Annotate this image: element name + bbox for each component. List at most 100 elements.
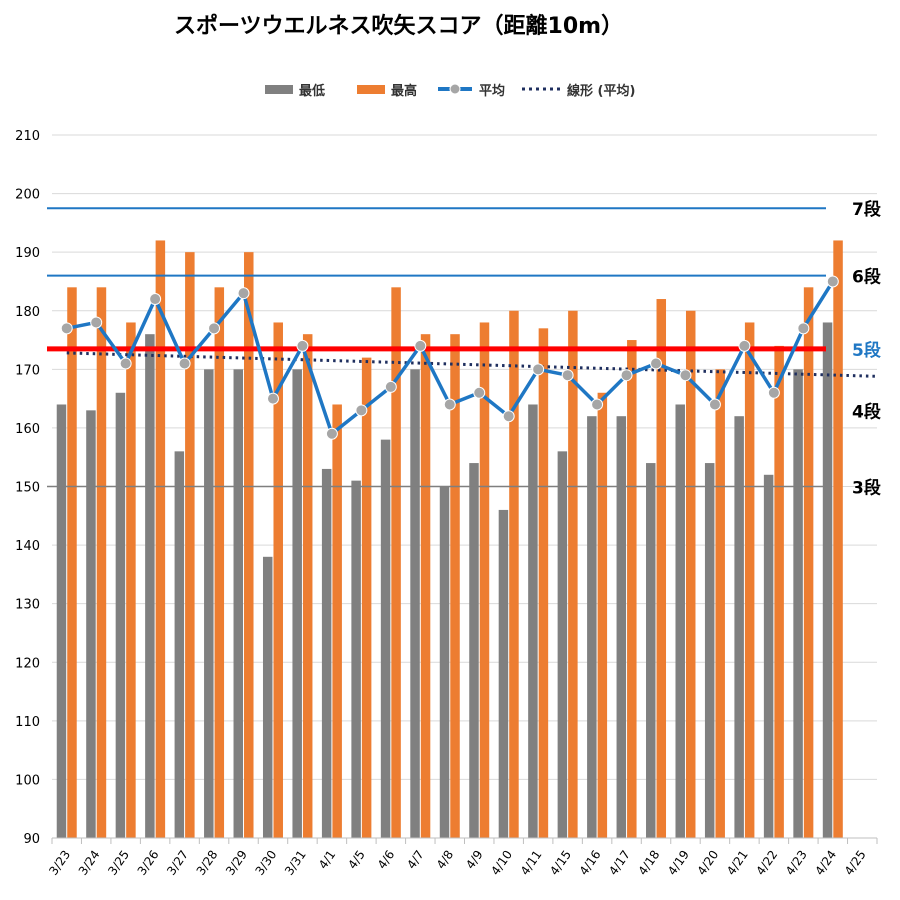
average-point-4/21: [738, 339, 751, 352]
bar-max-4/5: [361, 357, 372, 838]
bar-max-3/26: [155, 240, 166, 838]
bar-max-4/10: [509, 310, 519, 838]
average-point-3/31: [296, 339, 309, 352]
bar-max-4/7: [420, 334, 431, 838]
bar-max-4/19: [685, 310, 696, 838]
y-tick-label: 200: [15, 188, 40, 203]
bar-min-4/11: [528, 404, 538, 838]
bar-min-4/10: [498, 509, 509, 838]
bar-min-4/16: [587, 416, 597, 838]
x-tick-label: 4/5: [345, 848, 368, 872]
x-tick-label: 4/1: [316, 848, 339, 872]
average-point-4/24: [826, 275, 839, 288]
x-tick-label: 3/23: [46, 848, 73, 878]
average-point-4/1: [325, 427, 338, 440]
bar-max-3/23: [67, 287, 77, 839]
average-point-3/28: [208, 322, 221, 335]
average-point-3/24: [90, 316, 103, 329]
legend-swatch-min: [265, 84, 293, 94]
bar-max-4/22: [774, 345, 784, 838]
bar-min-3/26: [145, 334, 155, 838]
bar-min-4/18: [646, 463, 656, 838]
x-tick-label: 3/29: [223, 848, 250, 878]
bar-max-4/18: [656, 299, 667, 838]
bar-max-3/30: [273, 322, 283, 838]
average-point-4/7: [414, 339, 427, 352]
average-point-3/25: [119, 357, 132, 370]
reference-label-4段: 4段: [852, 401, 881, 422]
bar-min-3/30: [262, 556, 273, 838]
bar-max-3/28: [214, 287, 225, 839]
bar-min-3/28: [204, 369, 214, 838]
bar-max-3/29: [244, 252, 254, 838]
y-tick-label: 160: [15, 422, 40, 437]
x-tick-label: 4/6: [375, 848, 398, 872]
legend-label-max: 最高: [391, 83, 418, 99]
y-tick-label: 140: [15, 539, 40, 554]
bar-min-3/31: [292, 369, 302, 838]
x-tick-label: 4/24: [812, 848, 839, 878]
bar-max-4/9: [479, 322, 490, 838]
x-tick-label: 3/28: [194, 848, 221, 878]
x-tick-label: 4/21: [724, 848, 751, 878]
x-tick-label: 3/31: [282, 848, 309, 878]
legend-label-trend: 線形 (平均): [567, 83, 636, 99]
x-tick-label: 3/30: [253, 848, 280, 878]
bar-max-4/23: [803, 287, 814, 839]
y-tick-label: 120: [15, 656, 40, 671]
bar-min-4/1: [321, 468, 332, 838]
x-tick-label: 4/7: [404, 848, 427, 872]
average-point-4/19: [679, 369, 692, 382]
bar-max-4/15: [568, 310, 578, 838]
legend-item-trend: 線形 (平均): [521, 78, 635, 100]
y-tick-label: 90: [23, 832, 40, 847]
bar-min-4/21: [734, 416, 744, 838]
bar-min-4/9: [469, 463, 479, 838]
bar-max-3/31: [302, 334, 313, 838]
bar-max-4/16: [597, 392, 608, 838]
average-point-4/10: [502, 410, 515, 423]
bar-min-3/29: [233, 369, 244, 838]
y-tick-label: 170: [15, 363, 40, 378]
bar-max-4/20: [715, 369, 725, 838]
legend-item-max: 最高: [357, 78, 417, 100]
x-tick-label: 4/15: [547, 848, 574, 878]
bar-max-4/1: [332, 404, 342, 838]
y-tick-label: 130: [15, 598, 40, 613]
average-point-4/11: [532, 363, 545, 376]
y-tick-label: 110: [15, 715, 40, 730]
average-point-4/18: [650, 357, 663, 370]
average-point-4/16: [591, 398, 604, 411]
reference-label-3段: 3段: [852, 478, 881, 499]
x-tick-label: 3/25: [105, 848, 132, 878]
legend-item-min: 最低: [265, 78, 325, 100]
reference-label-5段: 5段: [852, 340, 881, 361]
legend-label-avg: 平均: [479, 83, 506, 99]
bar-min-4/15: [557, 451, 568, 838]
bar-max-4/17: [627, 340, 637, 838]
bar-min-4/8: [439, 486, 450, 838]
bar-min-4/24: [822, 322, 833, 838]
bar-min-4/20: [704, 463, 715, 838]
average-point-4/5: [355, 404, 368, 417]
bar-min-3/27: [174, 451, 185, 838]
x-tick-label: 3/26: [135, 848, 162, 878]
x-tick-label: 4/25: [842, 848, 869, 878]
average-point-4/22: [767, 386, 780, 399]
bar-min-3/24: [86, 410, 96, 838]
bar-min-4/7: [410, 369, 420, 838]
average-point-4/17: [620, 369, 633, 382]
y-tick-label: 210: [15, 129, 40, 144]
average-point-3/27: [178, 357, 191, 370]
bar-max-3/24: [96, 287, 107, 839]
bar-min-3/25: [115, 392, 126, 838]
reference-label-6段: 6段: [852, 267, 881, 288]
y-tick-label: 150: [15, 481, 40, 496]
x-tick-label: 4/22: [753, 848, 780, 878]
x-tick-label: 3/27: [164, 848, 191, 878]
x-tick-label: 4/16: [577, 848, 604, 878]
x-tick-label: 4/9: [463, 848, 486, 872]
bar-max-4/24: [833, 240, 843, 838]
reference-label-7段: 7段: [852, 199, 881, 220]
